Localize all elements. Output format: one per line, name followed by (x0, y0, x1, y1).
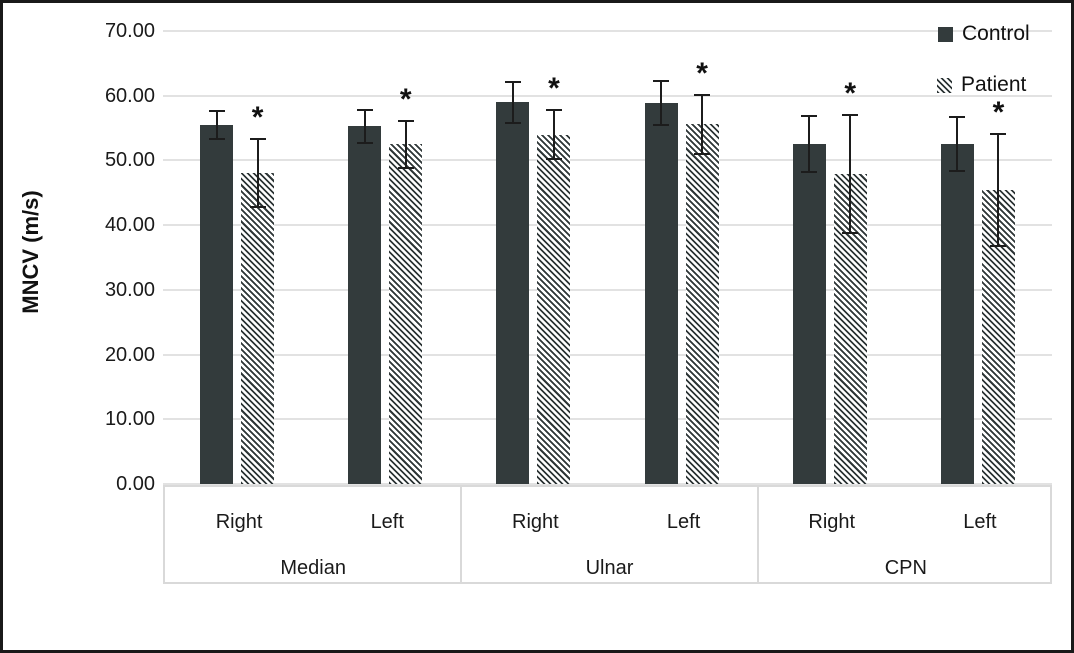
significance-asterisk: * (399, 82, 412, 116)
legend-item-patient: Patient (937, 73, 1026, 97)
group-label: Median (280, 557, 346, 579)
control-solid-swatch-icon (938, 26, 953, 42)
error-bar (363, 108, 366, 144)
significance-asterisk: * (844, 77, 857, 111)
error-bar (256, 138, 259, 209)
group-divider (756, 487, 759, 582)
error-bar (404, 119, 407, 169)
category-label: Right (512, 511, 559, 533)
bar-control-3 (644, 102, 678, 484)
bar-control-1 (348, 126, 382, 484)
gridline (163, 353, 1052, 356)
error-bar-bottom-cap (990, 245, 1007, 248)
error-bar-top-cap (842, 114, 859, 117)
gridline (163, 159, 1052, 162)
bar-patient-1 (389, 144, 423, 484)
error-bar (215, 109, 218, 140)
bar-control-2 (496, 102, 530, 484)
bar-patient-0 (241, 173, 275, 484)
error-bar-top-cap (949, 116, 966, 119)
error-bar-top-cap (694, 93, 711, 96)
group-label: CPN (884, 557, 927, 579)
category-label: Left (370, 511, 404, 533)
y-axis-tick-label: 40.00 (104, 214, 155, 237)
y-axis-tick-label: 70.00 (104, 20, 155, 42)
legend-item-control: Control (938, 22, 1030, 46)
error-bar-bottom-cap (504, 121, 521, 124)
y-axis-tick-label: 0.00 (116, 473, 155, 495)
bar-patient-2 (537, 134, 571, 484)
error-bar-top-cap (653, 79, 670, 82)
gridline (163, 94, 1052, 97)
y-axis-tick-label: 30.00 (104, 278, 155, 301)
legend-label-control: Control (962, 22, 1030, 45)
error-bar-bottom-cap (842, 231, 859, 234)
error-bar (808, 115, 811, 174)
significance-asterisk: * (992, 96, 1005, 130)
category-label: Right (808, 511, 856, 533)
gridline (163, 483, 1052, 485)
bar-control-0 (200, 124, 234, 484)
error-bar-top-cap (545, 108, 562, 111)
error-bar-top-cap (990, 133, 1007, 136)
error-bar-bottom-cap (545, 158, 562, 161)
y-axis-tick-label: 20.00 (104, 343, 155, 366)
error-bar-bottom-cap (397, 166, 414, 169)
plot-area: 0.00 10.00 20.00 30.00 40.00 50.00 60.00 70.00 *… (3, 3, 1071, 650)
error-bar (997, 133, 1000, 248)
significance-asterisk: * (548, 71, 560, 105)
error-bar-bottom-cap (949, 170, 966, 173)
y-axis-tick-label: 50.00 (104, 149, 155, 172)
bar-control-4 (792, 144, 826, 484)
error-bar (552, 108, 555, 161)
legend-label-patient: Patient (961, 73, 1027, 96)
y-axis-tick-label: 10.00 (104, 408, 155, 431)
bar-control-5 (940, 144, 974, 484)
error-bar (956, 116, 959, 173)
gridline (163, 30, 1052, 32)
bar-patient-3 (685, 124, 719, 484)
category-label: Right (215, 511, 263, 533)
error-bar-top-cap (208, 109, 225, 112)
category-axis-table: Right Left Right Left Right Left Median Ulnar CP… (163, 485, 1052, 584)
category-label: Left (963, 511, 997, 533)
error-bar-top-cap (397, 119, 414, 122)
group-divider (460, 487, 463, 582)
error-bar (511, 80, 514, 124)
error-bar-bottom-cap (208, 137, 225, 140)
error-bar-bottom-cap (249, 206, 266, 209)
error-bar-top-cap (249, 138, 266, 141)
error-bar-bottom-cap (694, 152, 711, 155)
gridline (163, 288, 1052, 291)
y-axis-tick-label: 60.00 (104, 84, 155, 107)
error-bar-bottom-cap (356, 141, 373, 144)
significance-asterisk: * (696, 56, 708, 90)
error-bar (660, 79, 663, 127)
error-bar-bottom-cap (801, 171, 818, 174)
significance-asterisk: * (251, 101, 264, 135)
error-bar (701, 93, 704, 155)
error-bar-top-cap (801, 115, 818, 118)
category-label: Left (666, 511, 701, 533)
error-bar-bottom-cap (653, 124, 670, 127)
gridline (163, 224, 1052, 227)
error-bar-top-cap (356, 108, 373, 111)
error-bar-top-cap (504, 80, 521, 83)
group-label: Ulnar (585, 557, 634, 579)
patient-hatch-swatch-icon (937, 77, 952, 93)
gridline (163, 418, 1052, 421)
error-bar (849, 114, 852, 234)
